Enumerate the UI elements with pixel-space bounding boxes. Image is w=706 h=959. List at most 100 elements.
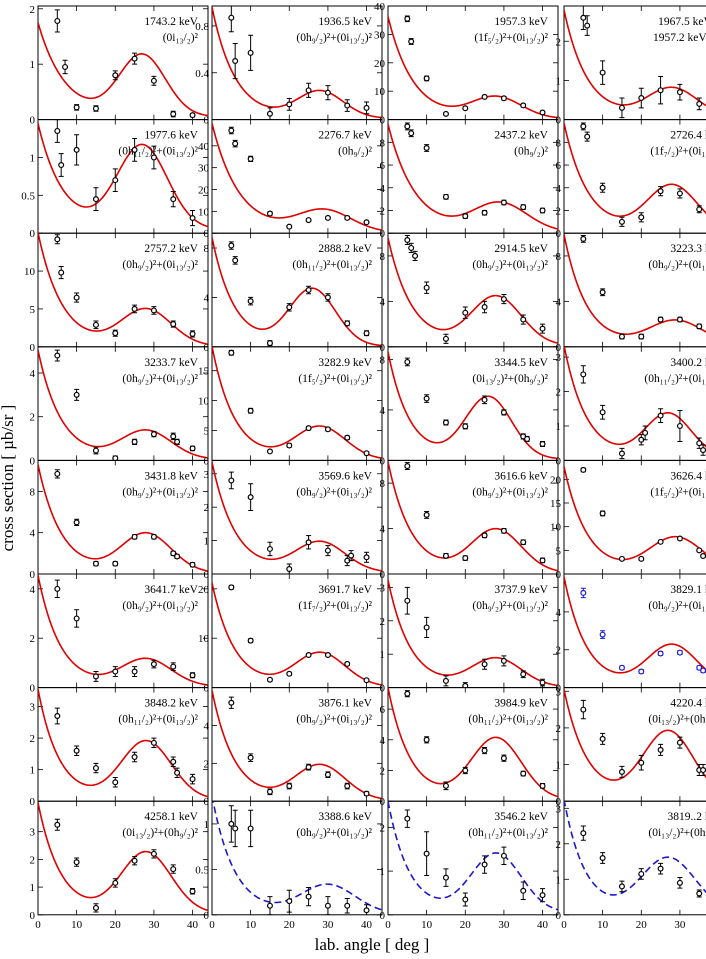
y-tick-label: 0.8 xyxy=(195,21,209,33)
marker xyxy=(348,552,355,559)
data-point xyxy=(404,809,411,828)
marker xyxy=(131,754,138,761)
marker xyxy=(170,758,177,765)
marker xyxy=(520,539,527,546)
marker xyxy=(404,597,411,604)
data-point xyxy=(344,897,351,914)
state-energy-label: 1957.3 keV xyxy=(494,16,548,28)
data-point xyxy=(363,450,370,457)
marker xyxy=(73,146,80,153)
data-point xyxy=(150,849,157,859)
marker xyxy=(62,63,69,70)
marker xyxy=(618,664,625,671)
x-tick-label: 20 xyxy=(460,919,472,931)
marker xyxy=(247,49,254,56)
data-point xyxy=(266,541,273,557)
marker xyxy=(170,550,177,557)
fit-curve xyxy=(38,233,208,345)
marker xyxy=(404,358,411,365)
marker xyxy=(363,219,370,226)
y-tick-label: 0 xyxy=(30,342,36,354)
data-point xyxy=(232,809,239,848)
data-point xyxy=(423,831,430,876)
panel-1: 0 0.4 0.8 1936.5 keV (0h₉/₂)²+(0i₁₃/₂)² xyxy=(195,5,383,127)
data-point xyxy=(324,652,331,659)
marker xyxy=(481,209,488,216)
data-point xyxy=(286,442,293,449)
data-point xyxy=(442,110,449,117)
data-point xyxy=(638,754,645,771)
data-point xyxy=(150,659,157,669)
y-tick-label: 2 xyxy=(556,205,562,217)
marker xyxy=(286,670,293,677)
marker xyxy=(228,584,235,591)
y-tick-label: 8 xyxy=(380,137,386,149)
marker xyxy=(54,821,61,828)
fit-curve xyxy=(388,351,558,460)
y-tick-label: 2 xyxy=(556,387,562,399)
state-configuration-label: (0h₉/₂)²+(0i₁₃/₂)² xyxy=(472,259,548,271)
marker xyxy=(408,38,415,45)
marker xyxy=(539,207,546,214)
y-tick-label: 2 xyxy=(380,765,386,777)
y-tick-label: 4 xyxy=(204,292,210,304)
panel-0: 0 1 2 1743.2 keV (0i₁₃/₂)² xyxy=(30,4,209,127)
marker xyxy=(228,14,235,21)
data-point xyxy=(500,655,507,667)
x-tick-label: 30 xyxy=(148,919,160,931)
marker xyxy=(462,423,469,430)
x-tick-label: 40 xyxy=(537,919,549,931)
y-tick-label: 1 xyxy=(30,882,36,894)
marker xyxy=(344,902,351,909)
data-point xyxy=(580,466,587,473)
y-tick-label: 2 xyxy=(204,758,210,770)
panel-31: 01020304001233819..2 keV(0i₁₃/₂)²+(0h₉/₂… xyxy=(556,800,706,931)
y-tick-label: 2 xyxy=(380,616,386,628)
marker xyxy=(344,214,351,221)
marker xyxy=(189,445,196,452)
data-point xyxy=(580,365,587,384)
data-point xyxy=(150,145,157,170)
data-point xyxy=(696,323,703,330)
marker xyxy=(539,892,546,899)
marker xyxy=(404,815,411,822)
state-energy-label: 1936.5 keV xyxy=(318,16,372,28)
marker xyxy=(481,304,488,311)
data-point xyxy=(599,852,606,864)
data-point xyxy=(580,587,587,599)
data-point xyxy=(344,214,351,221)
marker xyxy=(344,434,351,441)
marker xyxy=(599,409,606,416)
marker xyxy=(286,898,293,905)
y-tick-label: 1 xyxy=(556,75,562,87)
data-point xyxy=(247,753,254,762)
data-point xyxy=(286,563,293,574)
data-point xyxy=(599,182,606,193)
panel-4: 0 0.5 1 1977.6 keV (0h₁₁/₂)²+(0i₁₃/₂)² xyxy=(21,119,209,240)
marker xyxy=(174,769,181,776)
fit-curve xyxy=(38,349,208,459)
fit-curve xyxy=(212,582,382,686)
marker xyxy=(150,77,157,84)
data-point xyxy=(286,303,293,312)
marker xyxy=(584,22,591,29)
marker xyxy=(408,130,415,137)
y-tick-label: 0 xyxy=(30,455,36,467)
y-tick-label: 20 xyxy=(374,58,386,70)
marker xyxy=(500,657,507,664)
marker xyxy=(112,668,119,675)
data-point xyxy=(92,320,99,330)
state-configuration-label: (0h₉/₂)²+(0i₁₃/₂)² xyxy=(648,600,706,612)
data-point xyxy=(481,209,488,216)
fit-curve xyxy=(388,16,558,119)
marker xyxy=(150,739,157,746)
marker xyxy=(696,664,703,671)
data-point xyxy=(247,407,254,414)
state-configuration-label: (0h₁₁/₂)²+(0i₁₃/₂)² xyxy=(468,827,548,839)
data-point xyxy=(305,535,312,550)
